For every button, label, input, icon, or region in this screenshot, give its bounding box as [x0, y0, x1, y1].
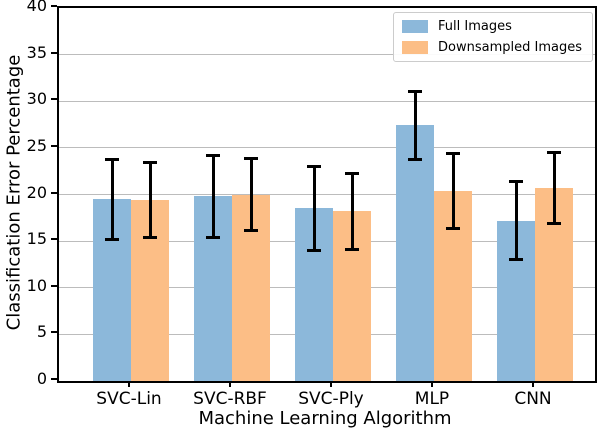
x-tick-label: SVC-Ply — [298, 389, 364, 409]
gridline — [59, 194, 595, 195]
error-bar-cap — [408, 157, 422, 161]
y-tick-label: 0 — [36, 369, 47, 388]
gridline — [59, 54, 595, 56]
y-tick-mark — [51, 331, 57, 334]
error-bar-line — [148, 162, 152, 238]
legend-label: Full Images — [438, 19, 512, 34]
error-bar-line — [211, 155, 215, 238]
x-tick-mark — [431, 381, 433, 387]
gridline — [59, 100, 595, 102]
error-bar-cap — [408, 90, 422, 94]
error-bar-cap — [345, 171, 359, 175]
error-bar-cap — [206, 235, 220, 239]
error-bar-cap — [143, 161, 157, 165]
x-tick-label: CNN — [514, 389, 552, 409]
plot-area: Full Images Downsampled Images — [57, 6, 597, 383]
error-bar-cap — [446, 226, 460, 230]
error-bar-cap — [547, 221, 561, 225]
error-bar-line — [514, 181, 518, 260]
error-bar-cap — [105, 237, 119, 241]
y-tick-label: 20 — [26, 182, 47, 202]
x-tick-mark — [229, 381, 231, 387]
error-bar-cap — [547, 151, 561, 155]
y-tick-label: 10 — [26, 275, 47, 295]
gridline — [59, 147, 595, 149]
error-bar-cap — [143, 235, 157, 239]
y-tick-mark — [51, 378, 57, 380]
bar — [396, 125, 434, 381]
error-bar-line — [312, 166, 316, 251]
legend-swatch — [402, 41, 429, 54]
y-tick-mark — [51, 144, 57, 147]
legend-swatch — [402, 20, 429, 33]
x-tick-mark — [128, 381, 130, 387]
error-bar-cap — [244, 156, 258, 160]
error-bar-cap — [345, 248, 359, 252]
y-tick-mark — [51, 284, 57, 287]
error-bar-line — [249, 158, 253, 231]
error-bar-cap — [307, 165, 321, 169]
x-tick-label: SVC-RBF — [193, 389, 267, 409]
legend-item: Downsampled Images — [402, 40, 582, 55]
error-bar-cap — [307, 248, 321, 252]
error-bar-line — [350, 173, 354, 250]
error-bar-line — [552, 152, 556, 224]
error-bar-cap — [509, 179, 523, 183]
legend: Full Images Downsampled Images — [393, 12, 593, 62]
x-tick-mark — [330, 381, 332, 387]
y-tick-label: 30 — [26, 89, 47, 109]
error-bar-cap — [509, 258, 523, 262]
y-tick-mark — [51, 5, 57, 7]
y-tick-label: 25 — [26, 135, 47, 155]
error-bar-cap — [244, 229, 258, 233]
legend-label: Downsampled Images — [438, 40, 582, 55]
error-bar-cap — [446, 151, 460, 155]
x-tick-mark — [532, 381, 534, 387]
error-bar-line — [451, 153, 455, 229]
y-tick-label: 40 — [26, 0, 47, 15]
y-tick-mark — [51, 51, 57, 54]
error-bar-line — [110, 159, 114, 240]
y-tick-mark — [51, 191, 57, 194]
error-bar-cap — [105, 157, 119, 161]
x-tick-label: SVC-Lin — [96, 389, 162, 409]
legend-item: Full Images — [402, 19, 582, 34]
y-tick-label: 15 — [26, 229, 47, 249]
x-axis-label: Machine Learning Algorithm — [198, 408, 452, 429]
y-tick-label: 35 — [26, 42, 47, 62]
x-tick-label: MLP — [414, 389, 450, 409]
y-tick-mark — [51, 98, 57, 101]
error-bar-line — [413, 91, 417, 160]
y-tick-mark — [51, 238, 57, 241]
error-bar-cap — [206, 153, 220, 157]
y-tick-label: 5 — [36, 322, 47, 342]
